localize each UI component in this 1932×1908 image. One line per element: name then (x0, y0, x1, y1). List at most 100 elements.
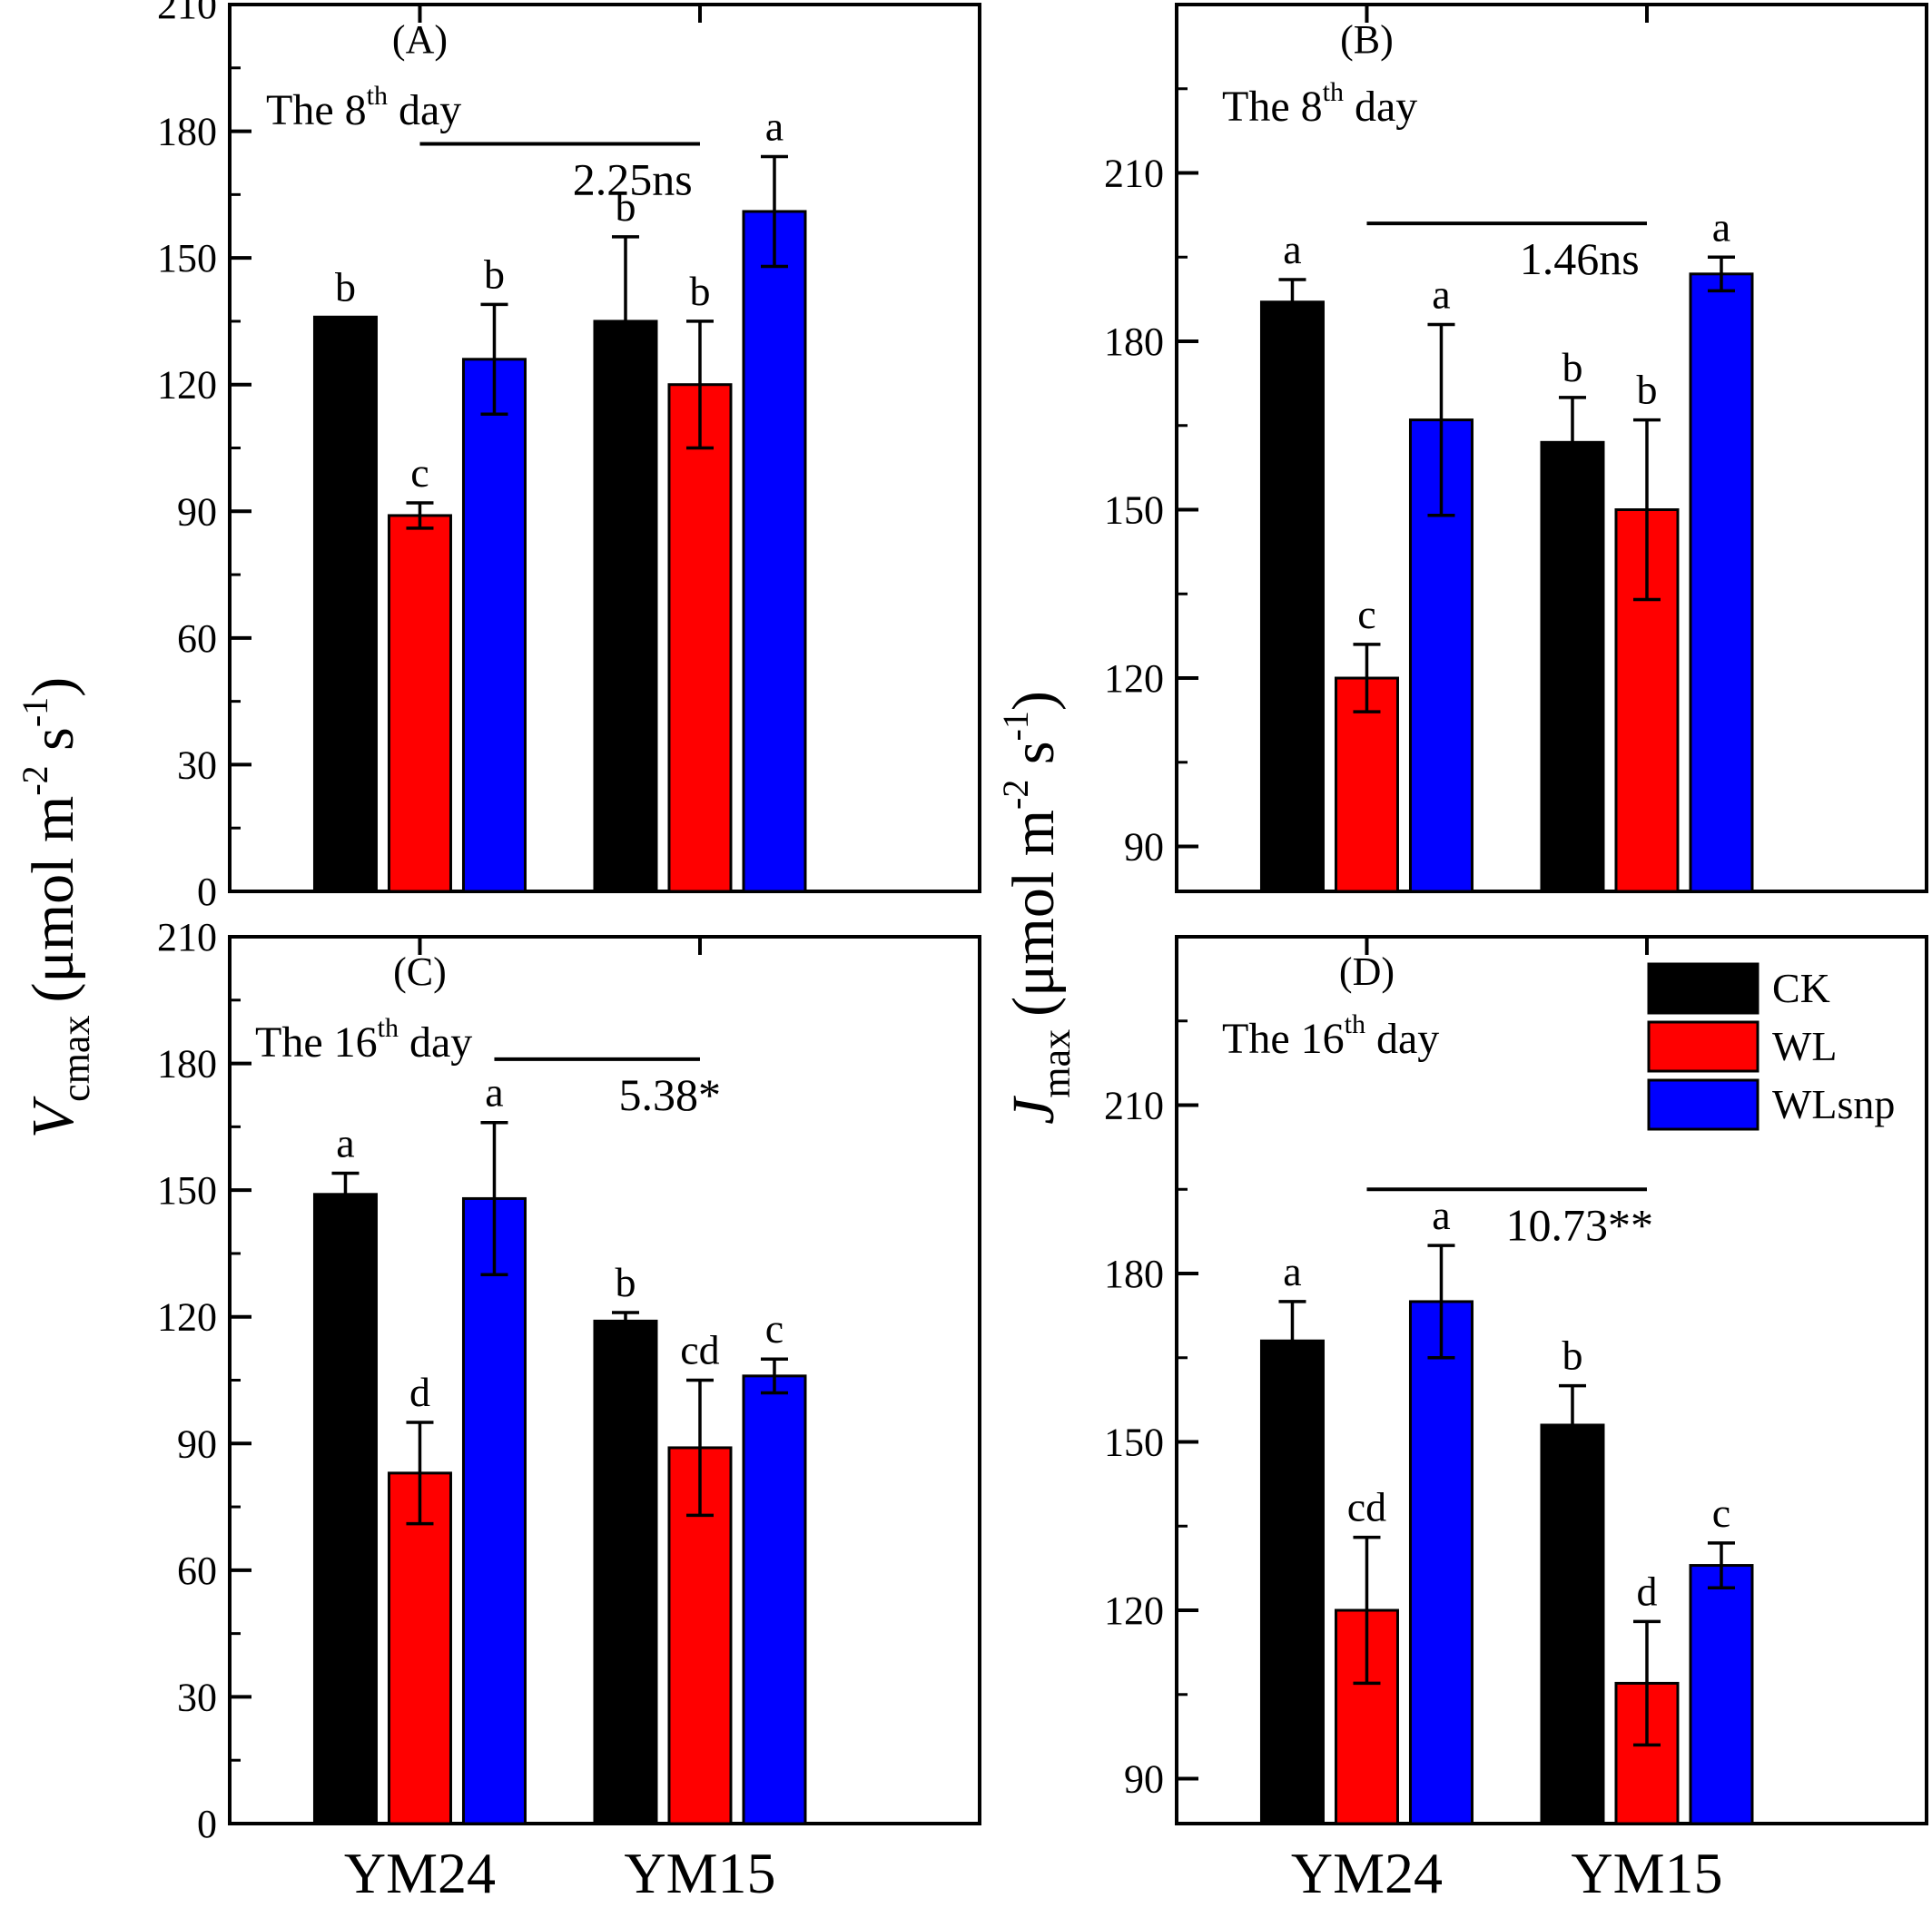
y-tick-label: 90 (1124, 1757, 1164, 1802)
panel-c: 0 30 60 90 120 150 180 210 a b d cd a c 5.38* (C) The 16… (157, 915, 981, 1846)
bar-ck-ym24 (312, 315, 378, 893)
bar-ck-ym15 (593, 320, 658, 893)
significance-letter: a (1432, 1192, 1450, 1238)
legend-swatch-wlsnp (1647, 1078, 1760, 1131)
bar-ck-ym24 (312, 1193, 378, 1825)
bar-ck-ym24 (1259, 1339, 1325, 1825)
y-tick-label: 180 (157, 1042, 217, 1087)
day-label: The 16th day (255, 1013, 472, 1067)
y-axis-label: Jmax(μmol m-2 s-1) (995, 691, 1079, 1125)
y-tick-label: 210 (157, 915, 217, 959)
significance-letter: a (485, 1069, 503, 1116)
significance-letter: cd (680, 1327, 719, 1373)
day-label: The 8th day (1222, 77, 1417, 131)
y-tick-label: 150 (157, 236, 217, 280)
x-category-label: YM24 (1291, 1841, 1443, 1905)
panel-a: 0 30 60 90 120 150 180 210 b b c b b a 2.25ns (A) The 8t… (157, 0, 981, 914)
y-tick-label: 180 (1104, 320, 1164, 364)
significance-letter: d (1636, 1568, 1657, 1614)
y-tick-label: 120 (1104, 656, 1164, 701)
stat-label: 1.46ns (1520, 233, 1640, 284)
significance-letter: d (409, 1369, 430, 1415)
significance-letter: b (484, 251, 505, 297)
y-tick-label: 0 (197, 1802, 217, 1846)
legend-swatch-ck (1647, 962, 1760, 1015)
significance-letter: b (615, 183, 636, 230)
significance-letter: a (336, 1120, 354, 1166)
legend-label-wl: WL (1772, 1023, 1838, 1069)
y-tick-label: 150 (1104, 1421, 1164, 1465)
y-tick-label: 30 (177, 1675, 217, 1719)
panel-label: (D) (1339, 949, 1395, 994)
x-axis-category-labels: YM24 YM15 YM24 YM15 (344, 1841, 1723, 1905)
day-label: The 16th day (1222, 1009, 1439, 1063)
x-category-label: YM24 (344, 1841, 496, 1905)
significance-letter: b (1562, 344, 1582, 390)
y-tick-label: 150 (1104, 488, 1164, 533)
significance-letter: c (410, 449, 429, 496)
bar-wlsnp-ym24 (461, 1196, 527, 1825)
chart-panels: 0 30 60 90 120 150 180 210 b b c b b a 2.25ns (A) The 8t… (157, 0, 1928, 1846)
y-tick-label: 120 (157, 363, 217, 408)
y-tick-label: 120 (1104, 1588, 1164, 1633)
bar-wl-ym15 (667, 383, 733, 893)
legend-label-wlsnp: WLsnp (1772, 1081, 1895, 1127)
significance-letter: c (1357, 591, 1375, 637)
legend-label-ck: CK (1772, 965, 1830, 1011)
x-category-label: YM15 (624, 1841, 775, 1905)
bar-wlsnp-ym24 (1408, 1300, 1474, 1825)
y-tick-label: 0 (197, 870, 217, 914)
significance-letter: a (765, 103, 784, 149)
y-tick-label: 150 (157, 1168, 217, 1213)
legend-swatch-wl (1647, 1020, 1760, 1073)
stat-label: 2.25ns (573, 154, 693, 205)
bar-ck-ym24 (1259, 300, 1325, 893)
panel-b: 90 120 150 180 210 a b c b a a 1.46ns (B) The 8th day (1104, 3, 1928, 893)
panel-label: (C) (393, 949, 447, 994)
significance-letter: b (1636, 367, 1657, 413)
stat-label: 10.73** (1505, 1199, 1653, 1250)
y-axis-labels: Vcmax(μmol m-2 s-1) Jmax(μmol m-2 s-1) (15, 677, 1079, 1138)
y-tick-label: 120 (157, 1295, 217, 1340)
bar-wlsnp-ym15 (1689, 272, 1754, 893)
stat-label: 5.38* (618, 1069, 721, 1120)
bar-wlsnp-ym15 (742, 210, 807, 893)
significance-letter: a (1712, 203, 1730, 250)
bar-wlsnp-ym15 (1689, 1564, 1754, 1825)
y-tick-label: 180 (1104, 1252, 1164, 1296)
bar-ck-ym15 (1540, 440, 1605, 893)
panel-label: (B) (1340, 17, 1394, 62)
bar-wl-ym24 (387, 1471, 452, 1825)
y-tick-label: 90 (177, 1421, 217, 1466)
significance-letter: a (1283, 1248, 1301, 1294)
y-tick-label: 90 (1124, 825, 1164, 870)
significance-letter: b (1562, 1333, 1582, 1379)
day-label: The 8th day (266, 81, 461, 134)
significance-letter: b (689, 268, 710, 314)
panel-label: (A) (392, 17, 448, 62)
significance-letter: b (615, 1259, 636, 1305)
legend: CK WL WLsnp (1647, 962, 1895, 1131)
y-tick-label: 30 (177, 743, 217, 787)
significance-letter: b (335, 263, 356, 310)
bar-ck-ym15 (1540, 1423, 1605, 1825)
significance-letter: cd (1347, 1484, 1386, 1530)
significance-letter: a (1283, 226, 1301, 272)
x-category-label: YM15 (1571, 1841, 1722, 1905)
y-axis-label: Vcmax(μmol m-2 s-1) (15, 677, 98, 1138)
y-tick-label: 60 (177, 1549, 217, 1593)
y-tick-label: 210 (1104, 1084, 1164, 1128)
y-tick-label: 60 (177, 616, 217, 661)
significance-letter: c (765, 1305, 784, 1352)
significance-letter: a (1432, 270, 1450, 317)
y-tick-label: 90 (177, 489, 217, 534)
bar-wlsnp-ym15 (742, 1374, 807, 1825)
bar-wl-ym24 (387, 514, 452, 893)
bar-ck-ym15 (593, 1319, 658, 1825)
y-tick-label: 180 (157, 110, 217, 154)
y-tick-label: 210 (157, 0, 217, 27)
bar-wlsnp-ym24 (461, 358, 527, 893)
significance-letter: c (1712, 1490, 1730, 1536)
panel-d: 90 120 150 180 210 a b cd d a c 10.73** (D) The 16th … (1104, 935, 1928, 1825)
